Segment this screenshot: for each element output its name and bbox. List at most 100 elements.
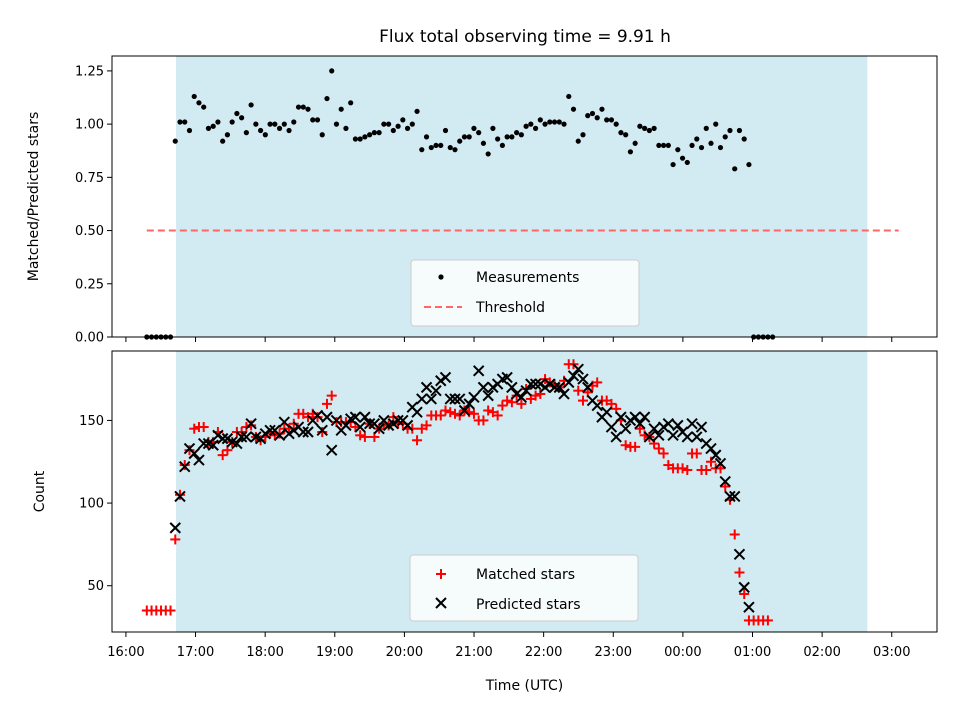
measurement-point [665,142,671,149]
matched-star-point [502,395,513,406]
legend-matched-marker [436,569,446,579]
predicted-star-point [458,404,471,417]
predicted-star-point [733,548,746,561]
matched-star-point [478,415,489,426]
matched-star-point [440,405,451,416]
predicted-star-point [373,422,385,435]
measurement-point [196,100,202,106]
matched-star-point [412,435,423,446]
measurement-point [352,136,359,142]
predicted-star-point [648,422,660,435]
matched-star-point [449,408,460,419]
predicted-star-point [297,426,309,438]
measurement-points [144,68,776,340]
predicted-star-point [311,409,324,422]
matched-star-point [701,465,712,476]
predicted-star-point [719,475,731,488]
measurement-point [476,130,482,136]
matched-star-point [288,418,299,429]
measurement-point [447,144,453,151]
predicted-star-point [216,432,229,445]
predicted-star-point [240,431,253,443]
predicted-star-point [425,393,437,405]
measurement-point [585,113,591,119]
predicted-star-point [472,365,485,377]
predicted-star-point [705,442,717,455]
predicted-star-point [672,419,684,432]
measurement-point [362,134,368,140]
legend-measurements-label: Measurements [476,270,579,286]
predicted-star-point [326,444,338,456]
predicted-star-point [577,373,589,385]
measurement-point [191,93,197,100]
predicted-star-point [278,416,291,428]
predicted-star-point [582,381,594,394]
matched-star-point [355,430,366,441]
predicted-star-point [193,454,205,466]
time-x-tick-label: 20:00 [386,645,423,660]
matched-star-point [246,420,257,431]
legend-predicted-label: Predicted stars [476,597,581,613]
measurement-point [400,117,406,123]
measurement-point [177,119,183,125]
matched-star-point [184,445,195,456]
measurement-point [547,119,553,125]
matched-star-point [577,395,588,406]
predicted-star-point [392,414,404,427]
matched-star-point [274,428,285,439]
measurement-point [423,134,430,140]
predicted-star-point [174,490,186,503]
time-x-tick-label: 00:00 [664,645,701,660]
measurement-point [414,108,420,114]
predicted-star-point [572,363,584,375]
predicted-star-point [330,414,343,427]
measurement-point [272,121,278,127]
predicted-star-point [653,429,665,442]
predicted-star-point [506,381,518,394]
predicted-star-point [188,447,200,460]
measurement-point [589,110,596,117]
measurement-point [698,144,705,151]
measurement-point [286,127,292,134]
measurement-point [409,121,415,127]
predicted-star-point [743,601,755,613]
ratio-y-tick-label: 0.00 [75,331,104,346]
time-x-tick-label: 21:00 [455,645,492,660]
measurement-point [215,119,221,125]
measurement-point [632,140,638,146]
predicted-star-point [619,422,632,435]
measurement-point [623,132,629,138]
predicted-star-point [567,370,580,382]
chart-title: Flux total observing time = 9.91 h [379,27,671,47]
measurement-point [642,125,648,131]
measurement-point [646,127,652,134]
predicted-star-point [235,431,248,443]
count-y-axis-ticks: 50 100 150 [79,414,112,594]
measurement-point [262,132,268,138]
legend-threshold-label: Threshold [475,300,545,316]
matched-star-point [739,588,750,599]
measurement-point [741,136,747,142]
measurement-point [461,134,468,140]
measurement-point [670,161,676,168]
predicted-star-point [643,431,656,443]
measurement-point [523,123,529,129]
measurement-point [566,93,572,100]
predicted-star-point [667,429,679,442]
matched-star-point [492,410,503,421]
predicted-star-point [515,391,528,403]
predicted-star-point [420,381,433,394]
measurement-point [220,138,226,144]
predicted-star-point [605,421,618,433]
matched-star-point [170,534,181,545]
measurement-point [404,125,411,131]
measurement-point [684,159,690,166]
measurement-point [239,115,245,121]
predicted-stars-points [169,363,755,613]
predicted-star-point [363,418,376,430]
ratio-legend: Measurements Threshold [410,259,640,327]
measurement-point [694,136,700,142]
measurement-point [381,121,387,127]
predicted-star-point [430,384,442,397]
ratio-y-axis-label: Matched/Predicted stars [26,112,42,282]
